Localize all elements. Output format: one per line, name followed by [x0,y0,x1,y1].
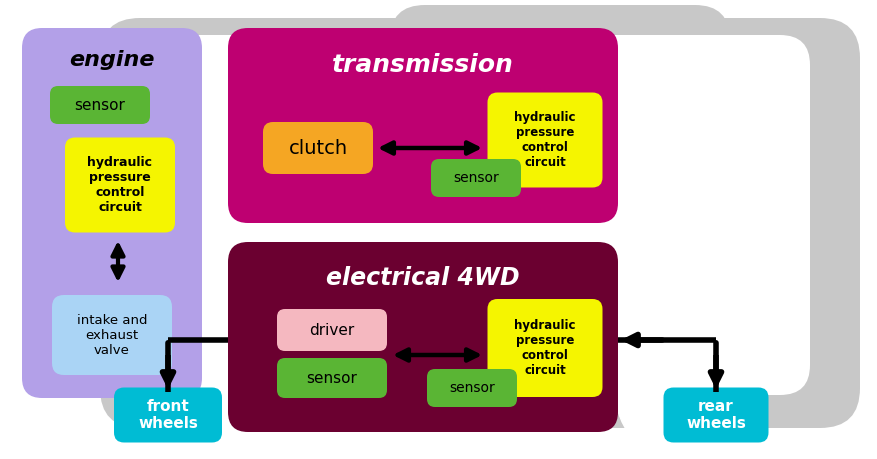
FancyBboxPatch shape [150,35,809,395]
Text: hydraulic
pressure
control
circuit: hydraulic pressure control circuit [88,156,153,214]
Text: driver: driver [309,323,354,337]
Text: clutch: clutch [289,139,347,157]
Text: electrical 4WD: electrical 4WD [326,266,519,290]
FancyBboxPatch shape [228,242,617,432]
FancyBboxPatch shape [65,138,175,233]
FancyBboxPatch shape [228,28,617,223]
Text: sensor: sensor [449,381,495,395]
Circle shape [614,315,764,459]
FancyBboxPatch shape [487,299,602,397]
FancyBboxPatch shape [50,86,150,124]
FancyBboxPatch shape [114,387,222,442]
FancyBboxPatch shape [431,159,520,197]
Text: sensor: sensor [75,97,125,112]
FancyBboxPatch shape [276,358,387,398]
FancyBboxPatch shape [276,309,387,351]
Text: hydraulic
pressure
control
circuit: hydraulic pressure control circuit [514,111,575,169]
Text: rear
wheels: rear wheels [685,399,745,431]
Text: sensor: sensor [453,171,498,185]
Text: sensor: sensor [306,370,357,386]
Text: front
wheels: front wheels [138,399,197,431]
FancyBboxPatch shape [487,93,602,187]
Circle shape [135,315,285,459]
FancyBboxPatch shape [22,28,202,398]
FancyBboxPatch shape [389,5,729,205]
Text: transmission: transmission [332,53,513,77]
FancyBboxPatch shape [663,387,767,442]
FancyBboxPatch shape [426,369,517,407]
FancyBboxPatch shape [52,295,172,375]
FancyBboxPatch shape [100,18,859,428]
Text: intake and
exhaust
valve: intake and exhaust valve [76,313,147,357]
FancyBboxPatch shape [263,122,373,174]
Text: engine: engine [69,50,154,70]
Text: hydraulic
pressure
control
circuit: hydraulic pressure control circuit [514,319,575,377]
